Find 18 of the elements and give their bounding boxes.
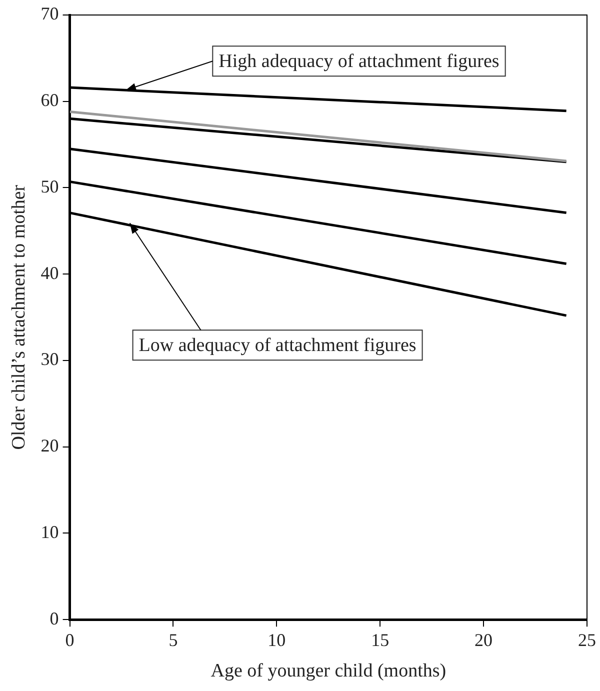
y-tick-label: 20 [40, 436, 59, 456]
x-tick-label: 15 [371, 630, 390, 650]
y-axis-title: Older child’s attachment to mother [8, 184, 30, 450]
y-tick-label: 40 [40, 262, 59, 283]
annotation: Low adequacy of attachment figures [138, 335, 416, 356]
x-tick-label: 10 [268, 630, 286, 650]
x-tick-label: 25 [578, 630, 596, 650]
x-tick-label: 5 [168, 630, 178, 650]
annotation: High adequacy of attachment figures [218, 51, 500, 72]
y-tick-label: 0 [50, 608, 59, 628]
x-tick-label: 0 [65, 630, 74, 650]
y-tick-label: 60 [40, 90, 59, 110]
y-tick-label: 50 [40, 176, 59, 196]
y-tick-label: 70 [40, 4, 59, 24]
x-tick-label: 20 [474, 630, 493, 650]
y-tick-label: 30 [40, 349, 59, 370]
y-tick-label: 10 [40, 522, 59, 542]
x-axis-title: Age of younger child (months) [210, 660, 446, 682]
